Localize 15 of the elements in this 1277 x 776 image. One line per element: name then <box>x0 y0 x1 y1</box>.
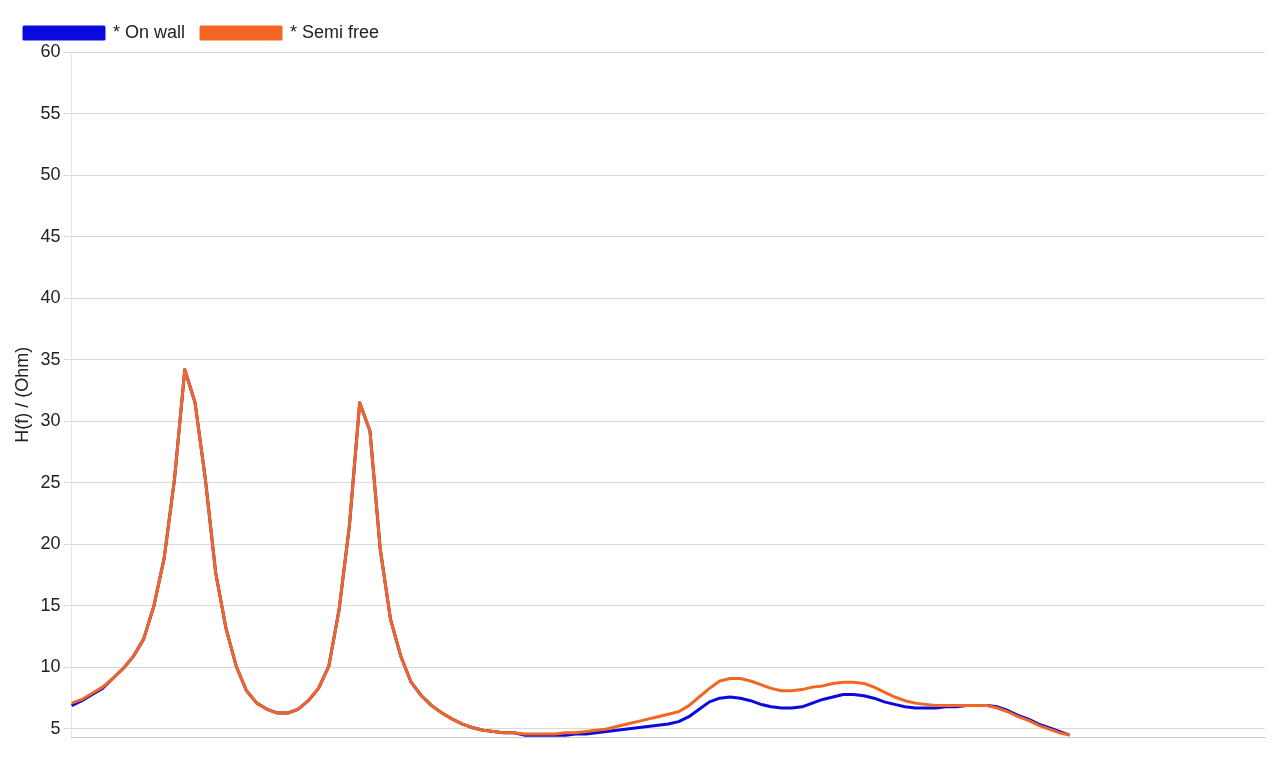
y-tick-label: 5 <box>50 717 61 738</box>
y-tick-label: 15 <box>40 594 61 615</box>
y-tick-label: 50 <box>40 164 61 185</box>
y-tick-label: 10 <box>40 656 61 677</box>
y-tick-label: 25 <box>40 471 61 492</box>
y-tick-label: 60 <box>40 40 61 61</box>
y-tick-label: 40 <box>40 287 61 308</box>
legend-label: * On wall <box>113 21 186 42</box>
y-axis-title: H(f) / (Ohm) <box>11 346 32 443</box>
y-tick-label: 30 <box>40 410 61 431</box>
y-tick-label: 35 <box>40 348 61 369</box>
y-tick-label: 55 <box>40 102 61 123</box>
legend-label: * Semi free <box>290 21 380 42</box>
y-tick-label: 45 <box>40 225 61 246</box>
y-tick-label: 20 <box>40 533 61 554</box>
